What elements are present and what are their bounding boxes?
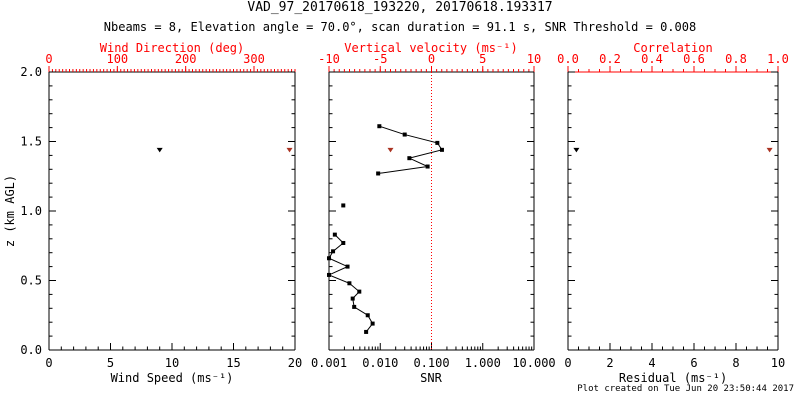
- panel-residual: 0 2 4 6 8 10 0.0 0.2 0.4 0.6 0.8 1.0: [557, 52, 789, 370]
- bottom-tick-label: 10: [165, 356, 179, 370]
- bottom-tick-label: 10: [771, 356, 785, 370]
- top-tick-label: 0.2: [599, 52, 621, 66]
- bottom-tick-label: 0: [564, 356, 571, 370]
- top-tick-label: -5: [373, 52, 387, 66]
- panel-snr: 0.001 0.010 0.100 1.000 10.000 -10 -5 0 5 10: [311, 52, 556, 370]
- bottom-tick-label: 0.010: [362, 356, 398, 370]
- top-tick-label: 1.0: [767, 52, 789, 66]
- y-tick-label: 0.5: [20, 274, 42, 288]
- wind-speed-axis-title: Wind Speed (ms⁻¹): [110, 371, 234, 385]
- vertical-velocity-axis-title: Vertical velocity (ms⁻¹): [344, 41, 518, 55]
- bottom-tick-label: 1.000: [465, 356, 501, 370]
- top-tick-label: 0.6: [683, 52, 705, 66]
- top-tick-label: 10: [527, 52, 541, 66]
- wind-speed-point: [156, 147, 163, 153]
- y-tick-label: 1.5: [20, 135, 42, 149]
- bottom-tick-label: 15: [226, 356, 240, 370]
- y-tick-label: 2.0: [20, 65, 42, 79]
- bottom-tick-label: 0.001: [311, 356, 347, 370]
- bottom-tick-label: 5: [107, 356, 114, 370]
- bottom-tick-label: 4: [648, 356, 655, 370]
- snr-profile-lower: [327, 232, 375, 334]
- vertical-velocity-point: [387, 147, 394, 153]
- bottom-tick-label: 8: [732, 356, 739, 370]
- top-tick-label: 0.4: [641, 52, 663, 66]
- bottom-tick-label: 0.100: [413, 356, 449, 370]
- residual-point: [573, 147, 580, 153]
- bottom-tick-label: 6: [690, 356, 697, 370]
- wind-direction-axis-title: Wind Direction (deg): [99, 41, 245, 55]
- snr-isolated-point: [341, 203, 346, 208]
- correlation-axis-title: Correlation: [633, 41, 713, 55]
- top-tick-label: 5: [479, 52, 486, 66]
- top-tick-label: 0: [45, 52, 52, 66]
- top-tick-label: 300: [243, 52, 265, 66]
- y-tick-label: 0.0: [20, 343, 42, 357]
- plot-created-timestamp: Plot created on Tue Jun 20 23:50:44 2017: [577, 384, 794, 394]
- plot-subtitle: Nbeams = 8, Elevation angle = 70.0°, sca…: [103, 20, 697, 34]
- correlation-point: [766, 147, 773, 153]
- bottom-tick-label: 2: [606, 356, 613, 370]
- y-tick-label: 1.0: [20, 204, 42, 218]
- plot-title: VAD_97_20170618_193220, 20170618.193317: [247, 0, 553, 15]
- top-tick-label: 0.0: [557, 52, 579, 66]
- y-axis-title: z (km AGL): [3, 174, 17, 248]
- wind-direction-point: [286, 147, 293, 153]
- top-tick-label: 0: [428, 52, 435, 66]
- top-tick-label: -10: [318, 52, 340, 66]
- snr-axis-title: SNR: [420, 371, 442, 385]
- bottom-tick-label: 20: [288, 356, 302, 370]
- bottom-tick-label: 0: [45, 356, 52, 370]
- bottom-tick-label: 10.000: [512, 356, 555, 370]
- snr-profile-upper: [376, 124, 444, 176]
- top-tick-label: 0.8: [725, 52, 747, 66]
- top-tick-label: 200: [175, 52, 197, 66]
- top-tick-label: 100: [106, 52, 128, 66]
- residual-axis-title: Residual (ms⁻¹): [618, 371, 728, 385]
